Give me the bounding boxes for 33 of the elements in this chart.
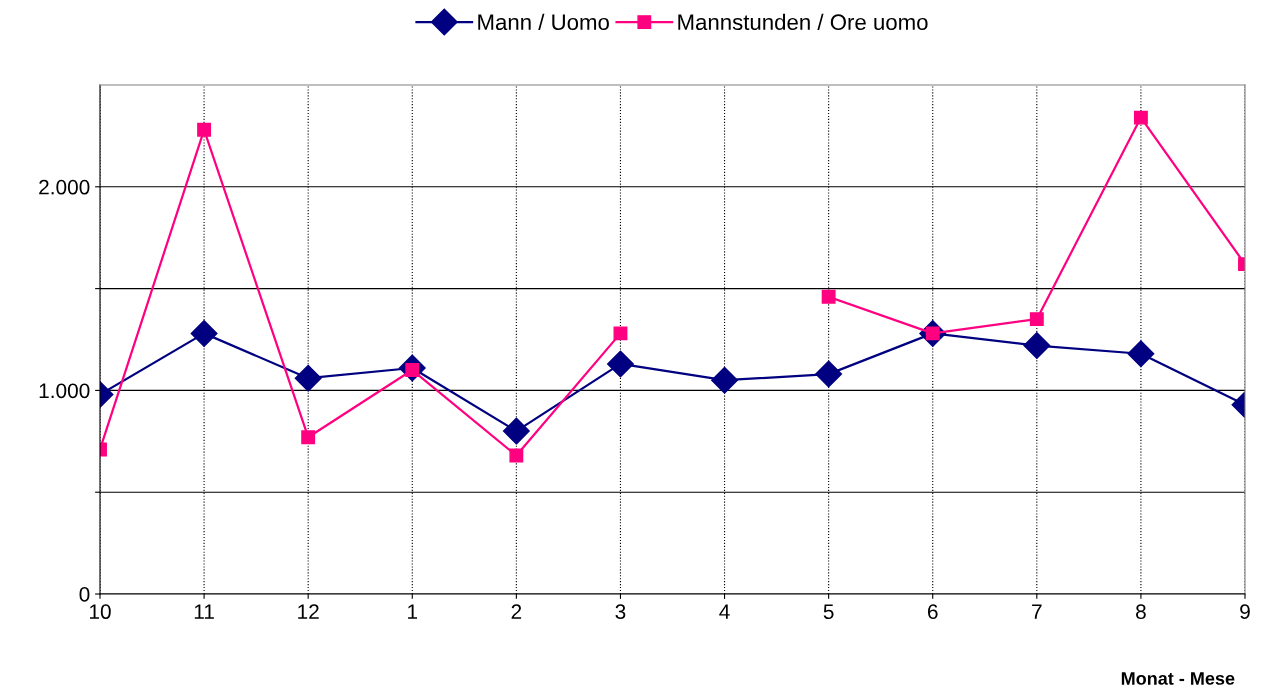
x-tick-label: 10 — [90, 604, 111, 620]
x-tick-label: 8 — [1136, 604, 1146, 620]
y-tick-label: 0 — [79, 587, 90, 602]
y-tick-label: 1.000 — [39, 383, 90, 399]
point — [509, 448, 524, 463]
point — [197, 122, 212, 137]
y-tick-label: 2.000 — [39, 179, 90, 195]
point — [294, 364, 322, 392]
legend-label: Mannstunden / Ore uomo — [678, 13, 928, 31]
point — [1133, 110, 1148, 125]
point — [711, 366, 739, 394]
point — [606, 350, 634, 378]
x-axis-title: Monat - Mese — [1121, 672, 1235, 685]
x-tick-label: 6 — [927, 604, 938, 620]
point — [301, 430, 316, 445]
point — [821, 289, 836, 304]
point — [613, 326, 628, 341]
legend-label: Mann / Uomo — [478, 13, 609, 31]
point — [190, 319, 218, 347]
point — [502, 417, 530, 445]
point — [1127, 340, 1155, 368]
x-tick-label: 7 — [1032, 604, 1042, 619]
point — [815, 360, 843, 388]
x-tick-label: 11 — [194, 604, 214, 619]
point — [1023, 332, 1051, 360]
x-tick-label: 5 — [823, 604, 834, 620]
point — [1029, 312, 1044, 327]
x-tick-label: 1 — [408, 604, 418, 619]
x-tick-label: 3 — [615, 604, 626, 620]
x-tick-label: 9 — [1240, 604, 1250, 620]
x-tick-label: 2 — [511, 604, 522, 619]
x-tick-label: 4 — [719, 604, 730, 619]
x-tick-label: 12 — [298, 604, 319, 619]
